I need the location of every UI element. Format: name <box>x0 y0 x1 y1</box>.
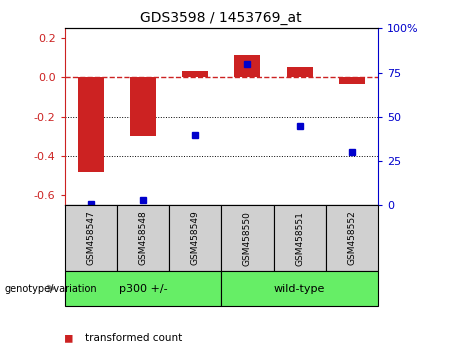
Text: GSM458550: GSM458550 <box>243 211 252 266</box>
Bar <box>65 205 117 271</box>
Text: GSM458549: GSM458549 <box>191 211 200 266</box>
Text: p300 +/-: p300 +/- <box>118 284 167 293</box>
Bar <box>77 78 104 172</box>
Bar <box>117 205 169 271</box>
Bar <box>326 205 378 271</box>
Text: wild-type: wild-type <box>274 284 325 293</box>
Bar <box>182 70 208 78</box>
Text: GSM458551: GSM458551 <box>295 211 304 266</box>
Text: genotype/variation: genotype/variation <box>5 284 97 293</box>
Bar <box>169 205 221 271</box>
Bar <box>221 205 273 271</box>
Text: GSM458548: GSM458548 <box>138 211 148 266</box>
Title: GDS3598 / 1453769_at: GDS3598 / 1453769_at <box>141 11 302 24</box>
Bar <box>130 78 156 137</box>
Bar <box>65 271 221 306</box>
Bar <box>339 78 365 84</box>
Bar <box>273 205 326 271</box>
Text: GSM458552: GSM458552 <box>348 211 356 266</box>
Bar <box>287 67 313 78</box>
Text: ■: ■ <box>65 332 80 344</box>
Text: GSM458547: GSM458547 <box>86 211 95 266</box>
Bar <box>234 55 260 78</box>
Text: transformed count: transformed count <box>85 333 183 343</box>
Bar <box>221 271 378 306</box>
